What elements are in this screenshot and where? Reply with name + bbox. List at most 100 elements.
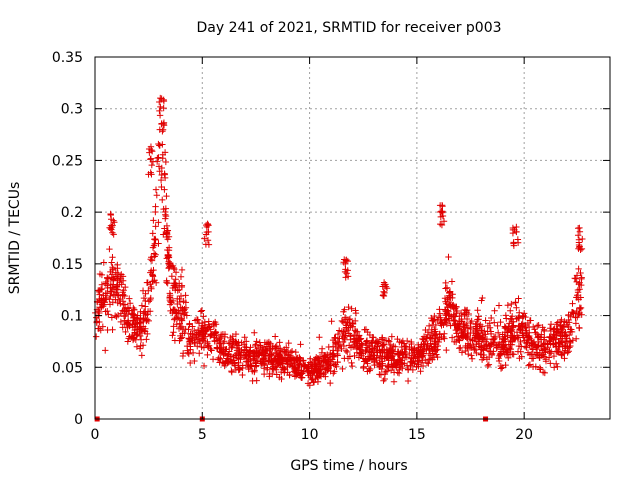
data-point (439, 203, 446, 210)
data-point (108, 223, 116, 231)
data-point (573, 307, 580, 315)
data-point (204, 237, 212, 244)
data-point (399, 337, 407, 345)
data-point (497, 351, 504, 359)
data-point (197, 308, 205, 315)
data-point (178, 266, 186, 274)
data-point (271, 333, 279, 340)
data-point (540, 346, 548, 353)
data-point (420, 333, 428, 340)
data-point (122, 283, 129, 291)
data-point (443, 346, 450, 354)
data-point (119, 298, 127, 305)
data-point (166, 292, 174, 299)
data-point (495, 341, 502, 348)
data-point (519, 330, 526, 337)
data-point (150, 250, 158, 257)
data-point (148, 161, 155, 169)
data-point (338, 317, 346, 325)
data-point (507, 307, 514, 314)
data-point (169, 262, 177, 270)
data-point (480, 342, 488, 349)
data-point (409, 346, 416, 353)
data-point (164, 251, 172, 258)
data-point (254, 357, 261, 364)
data-point (202, 241, 210, 248)
data-point (162, 208, 169, 216)
data-point (509, 226, 517, 234)
data-point (520, 310, 528, 317)
data-point (227, 356, 235, 363)
axis-ticks (94, 56, 610, 420)
data-point (191, 339, 198, 346)
data-point (572, 335, 580, 342)
data-point (353, 335, 360, 342)
data-point (576, 244, 583, 251)
data-point (212, 328, 219, 335)
data-point (264, 364, 271, 371)
data-point (156, 168, 163, 175)
data-point (121, 305, 129, 312)
data-point (557, 322, 565, 329)
y-axis-label: SRMTID / TECUs (7, 182, 23, 295)
data-point (157, 103, 164, 111)
data-point (171, 315, 179, 322)
data-point (524, 349, 532, 356)
plot-frame (94, 56, 611, 420)
data-point (149, 272, 156, 279)
data-point (126, 295, 133, 302)
data-point (387, 349, 394, 356)
data-point (536, 354, 543, 361)
data-point (516, 355, 523, 362)
data-point (402, 345, 409, 353)
data-point (552, 360, 560, 367)
data-point (232, 330, 240, 338)
data-point (505, 354, 512, 362)
data-point (463, 315, 471, 323)
data-point (437, 213, 445, 221)
data-point (463, 322, 470, 329)
x-axis-label: GPS time / hours (290, 458, 407, 474)
data-point (144, 316, 151, 323)
data-point (452, 320, 459, 327)
data-point (578, 274, 585, 281)
data-point (161, 186, 168, 193)
data-point (253, 338, 260, 345)
data-point (172, 269, 180, 276)
data-point (552, 328, 560, 335)
data-point (207, 326, 214, 333)
data-point (110, 217, 117, 224)
data-point (194, 316, 202, 324)
data-point (443, 284, 451, 292)
data-point (464, 334, 471, 342)
data-point (231, 362, 239, 369)
data-point (446, 292, 453, 300)
data-point (546, 325, 554, 332)
data-point (449, 302, 456, 309)
data-point (561, 355, 568, 362)
data-point (528, 342, 535, 349)
data-point (132, 316, 140, 324)
data-point (508, 313, 516, 320)
data-point (152, 203, 159, 210)
data-point (446, 288, 454, 295)
data-point (308, 376, 315, 383)
data-point (198, 343, 205, 351)
data-point (576, 224, 583, 232)
data-point (252, 363, 260, 370)
data-point (429, 321, 437, 329)
data-point (336, 335, 343, 342)
data-point (99, 323, 107, 330)
data-point (547, 321, 555, 328)
data-point (456, 337, 463, 344)
data-point (137, 314, 144, 322)
data-point (368, 339, 375, 347)
data-point (550, 352, 558, 360)
data-point (304, 380, 312, 387)
data-point (330, 350, 337, 357)
data-point (457, 309, 465, 317)
data-point (534, 334, 541, 341)
data-point (286, 372, 293, 379)
data-point (424, 328, 432, 336)
data-point (434, 334, 441, 341)
